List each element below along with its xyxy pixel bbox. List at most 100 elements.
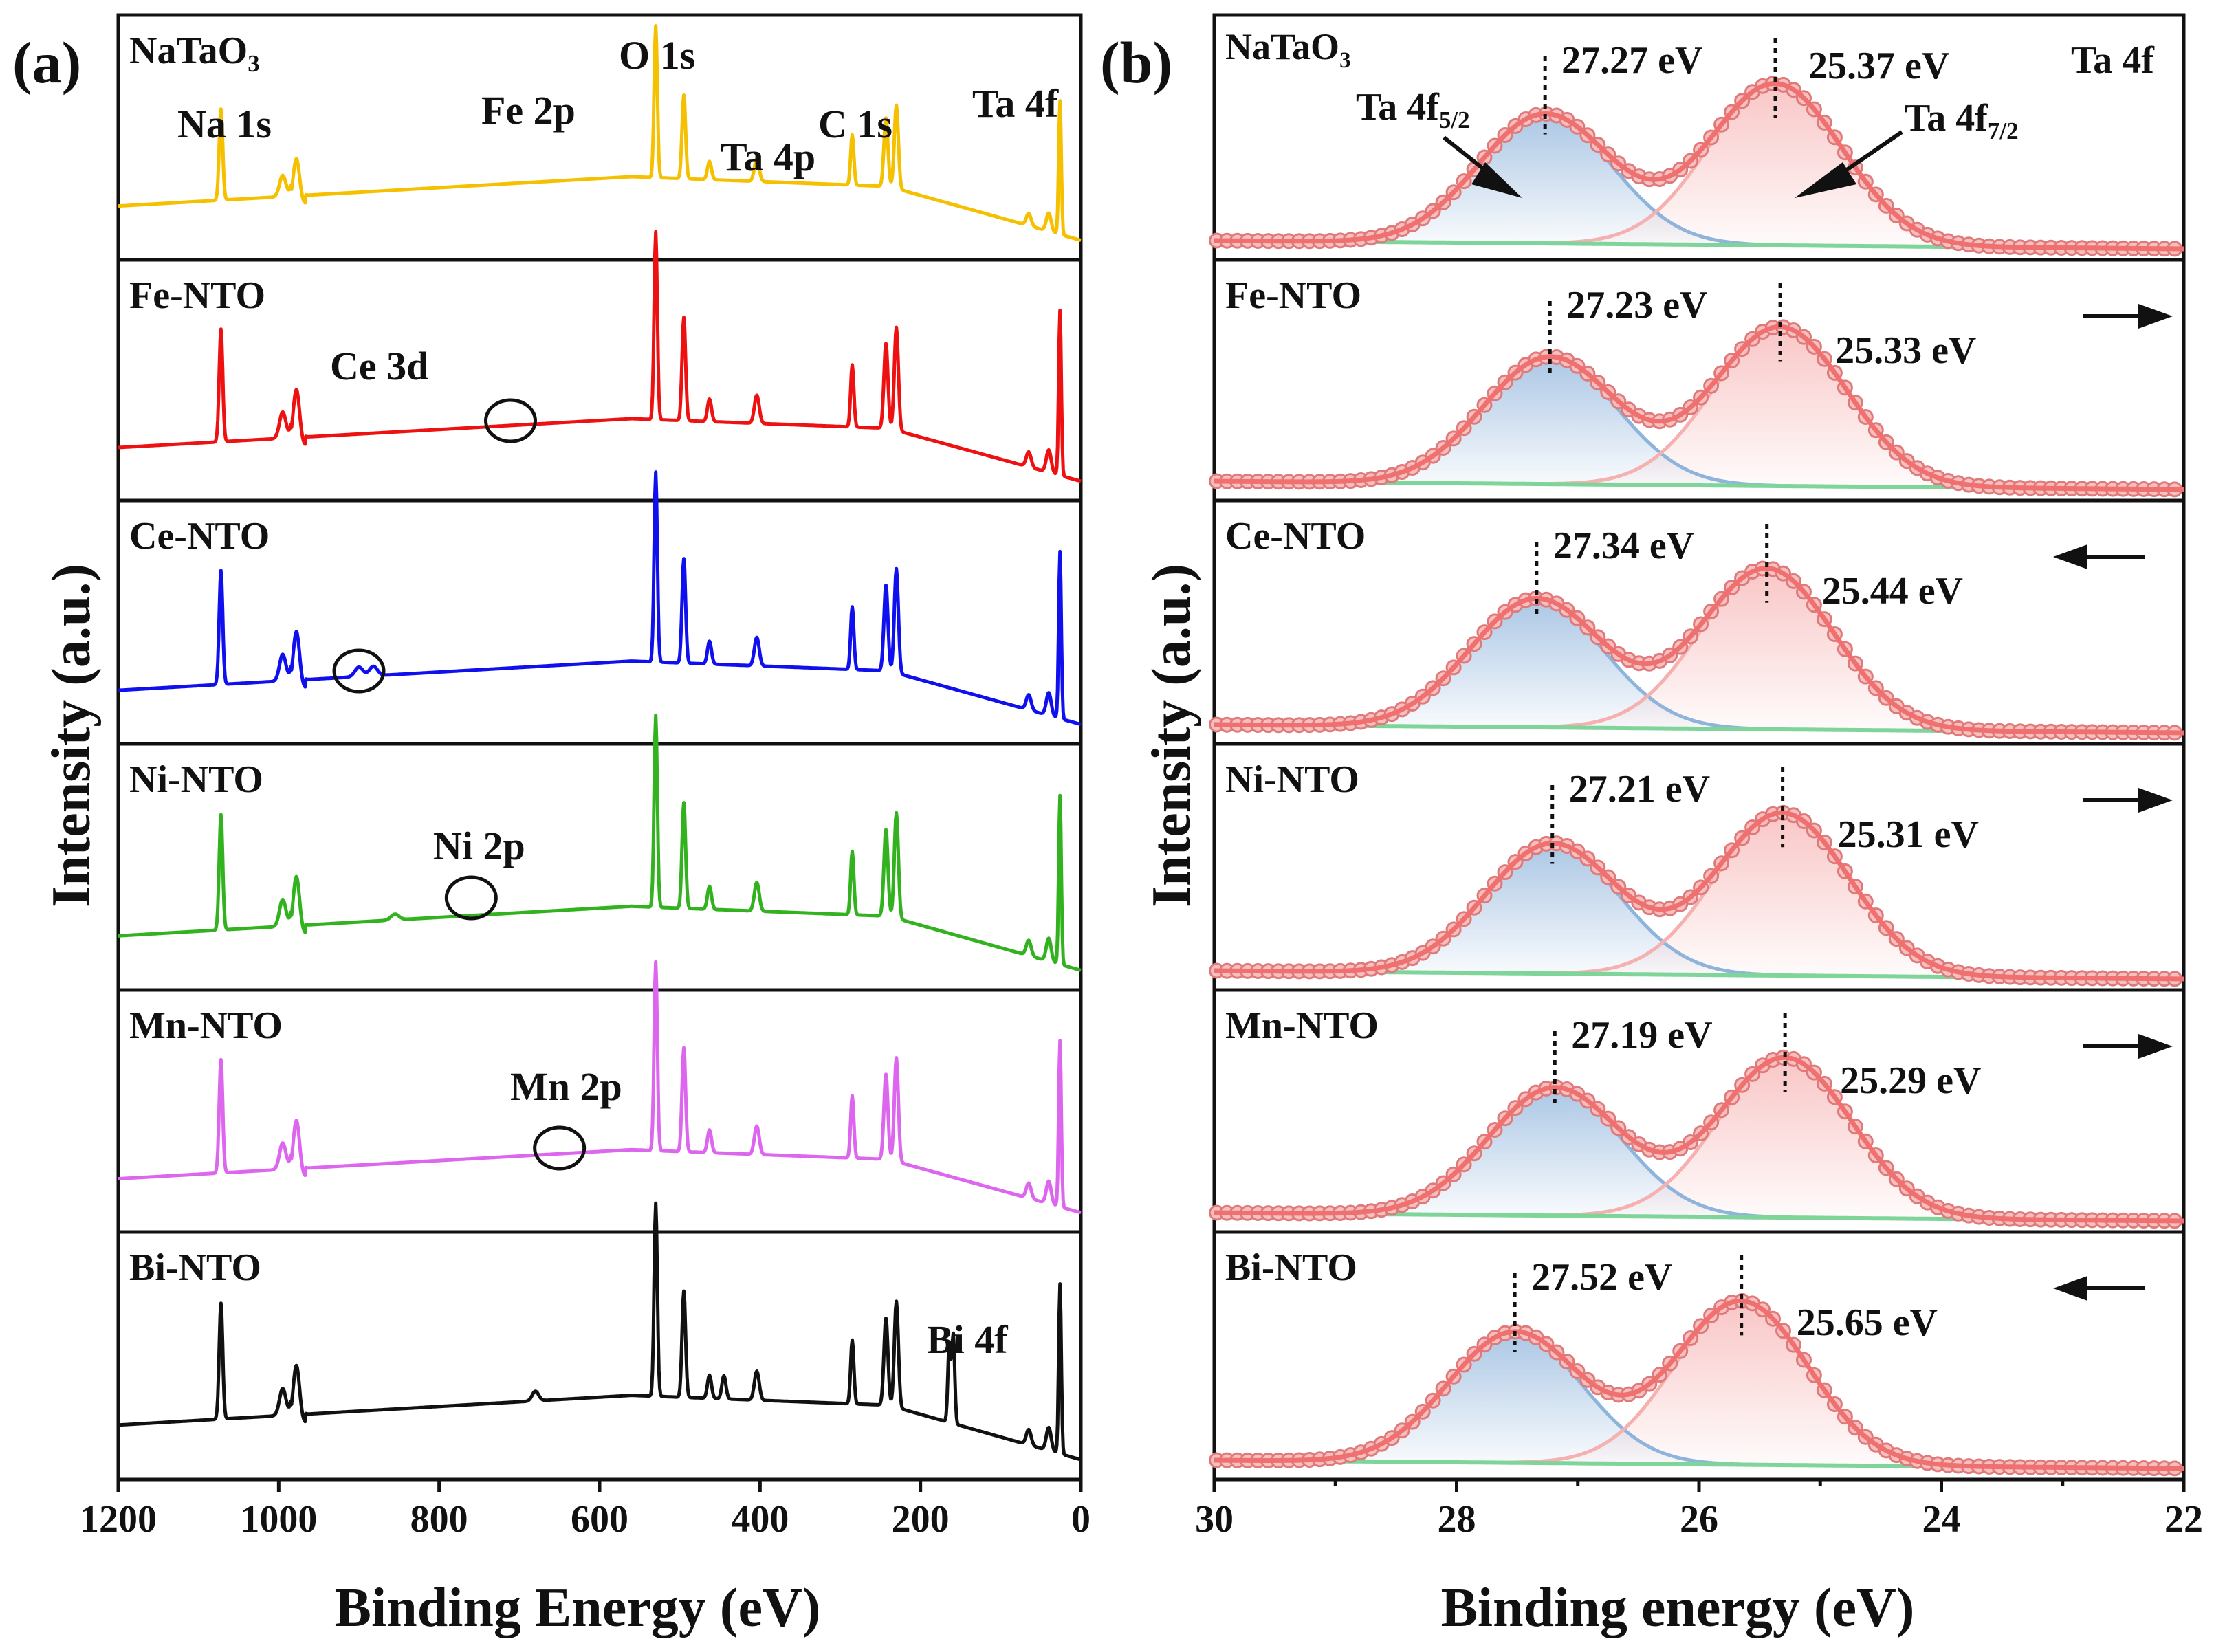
peak-7-2-energy-label: 25.44 eV — [1822, 570, 1963, 613]
peak-label-ta-4f-main: Ta 4f — [972, 81, 1059, 126]
ta4f-row-name: Bi-NTO — [1225, 1246, 1357, 1289]
survey-spectrum-line — [117, 470, 1082, 727]
survey-row-name-main: Bi-NTO — [129, 1246, 261, 1289]
component-label-7-2-main: Ta 4f — [1905, 97, 1988, 140]
peak-5-2-energy-label-main: 27.34 eV — [1553, 525, 1694, 567]
peak-5-2-energy-label-main: 27.27 eV — [1561, 39, 1702, 82]
peak-label-ni-2p-main: Ni 2p — [433, 824, 525, 868]
peak-5-2-energy-label: 27.34 eV — [1553, 525, 1694, 567]
fit-envelope-line — [1214, 324, 2184, 492]
peak-7-2-energy-label-main: 25.37 eV — [1808, 45, 1949, 87]
shift-arrow-right-head-icon — [2138, 1034, 2173, 1059]
component-7-2-fill — [1214, 813, 2184, 979]
component-label-5-2: Ta 4f5/2 — [1356, 86, 1470, 133]
peak-label-o-1s: O 1s — [619, 33, 695, 78]
survey-row-name-main: Ce-NTO — [129, 515, 270, 558]
x-tick-label: 26 — [1680, 1498, 1718, 1541]
survey-spectrum-line — [117, 24, 1082, 242]
survey-row-mn-nto: Mn-NTO Mn 2p — [116, 960, 1083, 1234]
peak-label-bi-4f: Bi 4f — [927, 1317, 1008, 1362]
survey-spectrum-line — [117, 713, 1082, 972]
survey-row-ni-nto: Ni-NTO Ni 2p — [116, 713, 1083, 992]
x-tick-label: 1000 — [240, 1498, 317, 1541]
survey-row-name-main: NaTaO — [129, 30, 248, 72]
peak-label-ni-2p: Ni 2p — [433, 824, 525, 868]
x-tick-label: 24 — [1922, 1498, 1961, 1541]
survey-spectrum-line — [117, 230, 1082, 483]
component-7-2-fill — [1214, 84, 2184, 249]
panel-a-label: (a) — [12, 30, 81, 96]
peak-7-2-energy-label-main: 25.31 eV — [1838, 813, 1979, 856]
fit-envelope-line — [1214, 566, 2184, 736]
fit-envelope-line — [1214, 1055, 2184, 1224]
component-7-2-fill — [1214, 569, 2184, 733]
ta4f-row-mn-nto: Mn-NTO 27.19 eV 25.29 eV — [1209, 988, 2186, 1234]
ta4f-row-name: Fe-NTO — [1225, 274, 1361, 317]
ta4f-row-name: Ce-NTO — [1225, 515, 1366, 558]
peak-label-mn-2p: Mn 2p — [510, 1064, 622, 1109]
ta4f-row-name-main: NaTaO — [1225, 26, 1339, 67]
region-label: Ta 4f — [2071, 39, 2155, 82]
panel-b-y-axis-title: Intensity (a.u.) — [1141, 564, 1202, 907]
ta4f-row-name-sub: 3 — [1339, 48, 1351, 73]
highlight-circle — [332, 648, 386, 694]
shift-arrow-right-head-icon — [2138, 788, 2173, 813]
peak-label-ta-4p: Ta 4p — [721, 135, 815, 179]
peak-label-mn-2p-main: Mn 2p — [510, 1064, 622, 1109]
x-tick-label: 800 — [410, 1498, 468, 1541]
fit-envelope-line — [1214, 810, 2184, 982]
fit-envelope-line — [1214, 80, 2184, 252]
survey-spectrum-line — [117, 960, 1082, 1215]
component-label-5-2-sub: 5/2 — [1439, 107, 1470, 133]
component-7-2-fill — [1214, 327, 2184, 489]
component-5-2-fill — [1214, 1088, 2184, 1221]
peak-label-c-1s-main: C 1s — [818, 102, 892, 146]
ta4f-row-name-main: Ni-NTO — [1225, 758, 1359, 801]
component-7-2-fill — [1214, 1057, 2184, 1221]
survey-row-name-main: Ni-NTO — [129, 758, 263, 801]
ta4f-row-name-main: Fe-NTO — [1225, 274, 1361, 317]
x-tick-label: 0 — [1071, 1498, 1090, 1541]
peak-label-ta-4p-main: Ta 4p — [721, 135, 815, 179]
ta4f-row-name: Mn-NTO — [1225, 1004, 1379, 1047]
peak-label-o-1s-main: O 1s — [619, 33, 695, 78]
survey-row-bi-nto: Bi-NTO Bi 4f — [116, 1201, 1083, 1482]
peak-label-ta-4f: Ta 4f — [972, 81, 1059, 126]
peak-5-2-energy-label: 27.21 eV — [1569, 768, 1710, 811]
peak-5-2-energy-label-main: 27.21 eV — [1569, 768, 1710, 811]
peak-7-2-energy-label: 25.31 eV — [1838, 813, 1979, 856]
component-7-2-fill — [1214, 1301, 2184, 1468]
peak-label-bi-4f-main: Bi 4f — [927, 1317, 1008, 1362]
peak-7-2-energy-label: 25.33 eV — [1835, 329, 1976, 372]
x-tick-label: 600 — [571, 1498, 628, 1541]
component-5-2-fill — [1214, 114, 2184, 249]
panel-a-x-axis-title: Binding Energy (eV) — [335, 1578, 821, 1638]
x-tick-label: 1200 — [80, 1498, 157, 1541]
peak-label-c-1s: C 1s — [818, 102, 892, 146]
peak-5-2-energy-label-main: 27.19 eV — [1571, 1014, 1712, 1057]
shift-arrow-right-head-icon — [2138, 304, 2173, 329]
ta4f-row-name: NaTaO3 — [1225, 26, 1351, 73]
shift-arrow-left-head-icon — [2053, 1276, 2087, 1301]
peak-5-2-energy-label-main: 27.23 eV — [1566, 284, 1707, 327]
fit-envelope-line — [1214, 1298, 2184, 1471]
x-tick-label: 30 — [1195, 1498, 1234, 1541]
ta4f-row-name-main: Ce-NTO — [1225, 515, 1366, 558]
survey-row-natao3: NaTaO3 Na 1s O 1s Ta 4pC 1s Ta 4f — [116, 13, 1083, 262]
highlight-circle — [533, 1125, 587, 1171]
ta4f-row-ce-nto: Ce-NTO 27.34 eV 25.44 eV — [1209, 498, 2186, 746]
panel-b-x-axis: 30 28 26 24 22 — [1195, 1479, 2203, 1541]
component-5-2-arrow-icon — [1471, 162, 1522, 198]
ta4f-row-name: Ni-NTO — [1225, 758, 1359, 801]
component-5-2-fill — [1214, 844, 2184, 979]
component-label-5-2-main: Ta 4f — [1356, 86, 1440, 129]
peak-5-2-energy-label-main: 27.52 eV — [1531, 1256, 1672, 1299]
ta4f-row-name-main: Bi-NTO — [1225, 1246, 1357, 1289]
peak-label-fe-2p: Fe 2p — [481, 88, 576, 133]
survey-row-name: NaTaO3 — [129, 30, 260, 77]
peak-7-2-energy-label-main: 25.65 eV — [1797, 1301, 1938, 1344]
survey-row-ce-nto: Ce-NTO Ce 3d — [116, 344, 1083, 746]
